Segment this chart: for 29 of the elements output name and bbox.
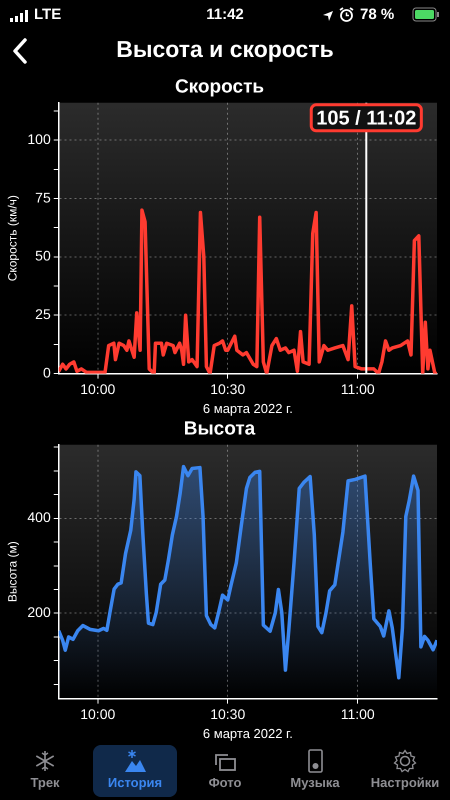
text: LTE [34,6,62,23]
text: История [106,775,164,790]
y-tick-label: 50 [35,248,51,264]
chart-title: Высота [184,418,256,440]
x-tick-label: 10:30 [210,380,246,397]
x-tick-label: 11:00 [340,380,375,397]
y-tick-label: 400 [27,509,51,526]
y-axis-title: Высота (м) [6,541,20,602]
text: Трек [29,775,61,790]
text: 78 % [360,6,394,23]
y-axis-title: Скорость (км/ч) [6,195,20,282]
x-tick-label: 10:00 [80,706,116,722]
text: Настройки [370,775,440,790]
y-tick-label: 75 [35,189,51,206]
y-tick-label: 200 [27,604,51,620]
text: Высота и скорость [115,36,335,63]
x-tick-label: 10:00 [80,380,116,397]
x-axis-title: 6 марта 2022 г. [202,400,293,416]
text: 11:42 [206,6,244,23]
y-tick-label: 100 [27,131,51,148]
chart-title: Скорость [174,76,264,98]
text: Фото [208,775,242,790]
x-tick-label: 10:30 [210,706,246,722]
x-tick-label: 11:00 [340,706,375,722]
x-axis-title: 6 марта 2022 г. [202,726,293,741]
y-tick-label: 0 [42,364,51,380]
y-tick-label: 25 [35,306,51,322]
text: Музыка [289,775,341,790]
ref-line-label: 105 / 11:02 [316,107,416,130]
